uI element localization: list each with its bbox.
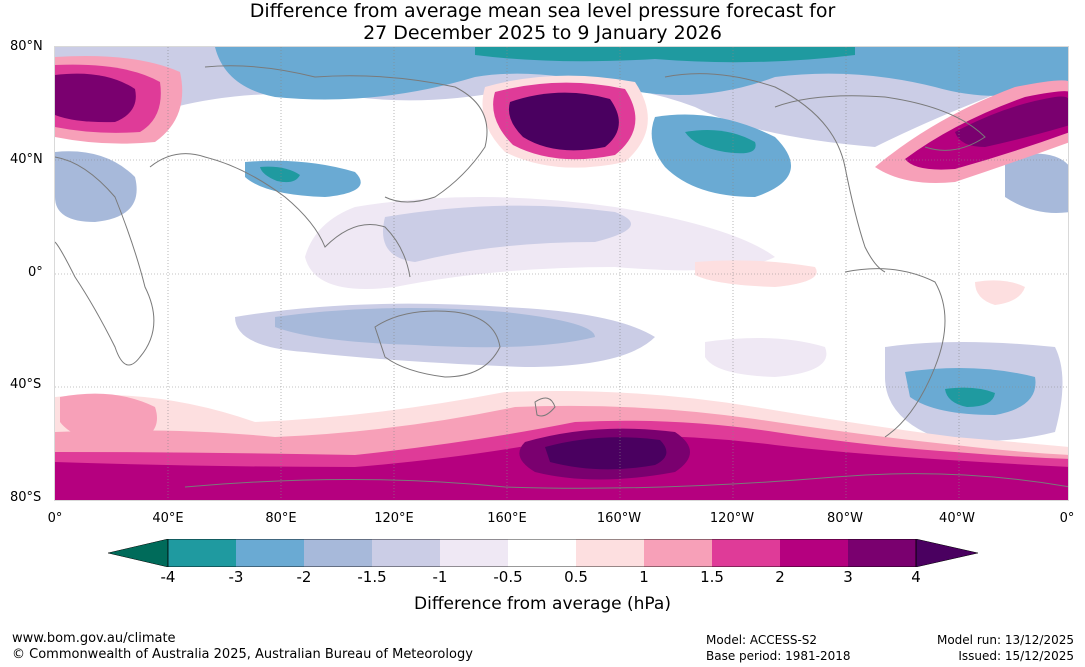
coastlines: [55, 65, 1068, 489]
lon-label-160e: 160°E: [487, 511, 527, 526]
map-canvas: [55, 47, 1068, 500]
anomaly-region-n-pacific-low: [651, 114, 791, 197]
footer-issued: Issued: 15/12/2025: [958, 649, 1074, 663]
anomaly-region-tibet-teal: [260, 166, 300, 183]
lon-label-0: 0°: [47, 511, 63, 526]
colorbar-bin-3: [304, 539, 372, 567]
colorbar-bin-6: [508, 539, 576, 567]
colorbar-extend-high: [915, 539, 978, 567]
anomaly-region-n-africa: [55, 151, 137, 222]
lon-label-0-east: 0°: [1059, 511, 1075, 526]
footer-base-period: Base period: 1981-2018: [706, 649, 851, 663]
lon-label-120w: 120°W: [709, 511, 755, 526]
colorbar-bin-8: [644, 539, 712, 567]
colorbar-tick: 2: [775, 568, 785, 586]
colorbar-tick: -3: [228, 568, 244, 586]
colorbar-title: Difference from average (hPa): [414, 594, 671, 614]
colorbar-bin-1: [168, 539, 236, 567]
lon-label-80w: 80°W: [827, 511, 863, 526]
colorbar-tick: 0.5: [564, 568, 588, 586]
footer-copyright: © Commonwealth of Australia 2025, Austra…: [12, 647, 473, 662]
anomaly-region-n-pacific-teal: [685, 129, 756, 154]
anomaly-region-n-atlantic-high-core: [955, 96, 1068, 147]
map-title: Difference from average mean sea level p…: [0, 0, 1085, 44]
colorbar-tick: -1: [432, 568, 448, 586]
colorbar-tick: 4: [911, 568, 921, 586]
colorbar-bin-11: [848, 539, 916, 567]
colorbar-bin-5: [440, 539, 508, 567]
colorbar-tick: -1.5: [357, 568, 387, 586]
lon-label-80e: 80°E: [265, 511, 297, 526]
lat-label-equator: 0°: [28, 265, 43, 280]
anomaly-region-central-asia: [245, 160, 361, 197]
footer-model-run: Model run: 13/12/2025: [936, 633, 1074, 647]
colorbar-tick: -4: [160, 568, 176, 586]
anomaly-region-aleutian-high-core: [508, 92, 619, 151]
anomaly-region-s-atlantic-teal: [945, 387, 995, 407]
lat-label-40n: 40°N: [10, 152, 43, 167]
colorbar-bin-9: [712, 539, 780, 567]
graticule: [55, 47, 1068, 500]
anomaly-region-s-pacific: [705, 338, 827, 377]
lat-label-40s: 40°S: [10, 377, 42, 392]
anomaly-region-s-atlantic-pink: [975, 280, 1025, 305]
pressure-anomaly-map: [54, 46, 1069, 501]
anomaly-region-s-africa-pink: [60, 393, 157, 445]
lon-label-40w: 40°W: [939, 511, 975, 526]
colorbar-tick: -2: [296, 568, 312, 586]
anomaly-region-indian-ocean-core: [275, 308, 595, 348]
colorbar-bin-2: [236, 539, 304, 567]
anomaly-region-e-pacific-pink: [695, 260, 817, 287]
colorbar-tick: 1: [639, 568, 649, 586]
colorbar-tick: 1.5: [700, 568, 724, 586]
anomaly-region-arctic-teal: [475, 47, 855, 63]
title-line-2: 27 December 2025 to 9 January 2026: [363, 22, 722, 44]
anomaly-region-n-atlantic: [1005, 153, 1068, 213]
lat-label-80s: 80°S: [10, 490, 42, 505]
colorbar-tick: 3: [843, 568, 853, 586]
colorbar: [108, 539, 978, 567]
lon-label-120e: 120°E: [374, 511, 414, 526]
lon-label-160w: 160°W: [596, 511, 642, 526]
colorbar-bin-7: [576, 539, 644, 567]
title-line-1: Difference from average mean sea level p…: [249, 0, 836, 22]
lat-label-80n: 80°N: [10, 39, 43, 54]
colorbar-extend-low: [108, 539, 169, 567]
colorbar-tick: -0.5: [493, 568, 523, 586]
colorbar-bin-4: [372, 539, 440, 567]
anomaly-region-arctic-blue: [215, 47, 1068, 100]
lon-label-40e: 40°E: [152, 511, 184, 526]
anomaly-region-europe-high-core: [55, 73, 136, 123]
anomaly-region-amundsen-high-core: [545, 437, 667, 470]
footer-model: Model: ACCESS-S2: [706, 633, 818, 647]
colorbar-bin-10: [780, 539, 848, 567]
footer-url: www.bom.gov.au/climate: [12, 631, 176, 646]
